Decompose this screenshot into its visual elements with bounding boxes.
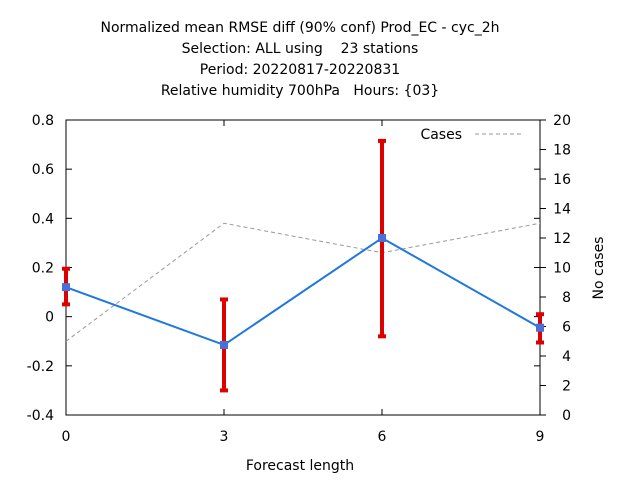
x-tick-label: 0 — [62, 429, 71, 445]
rmse-diff-point — [378, 234, 386, 242]
chart-title: Normalized mean RMSE diff (90% conf) Pro… — [0, 18, 600, 102]
y2-tick-label: 8 — [562, 290, 571, 306]
x-tick-label: 9 — [536, 429, 545, 445]
y2-tick-label: 12 — [553, 231, 571, 247]
rmse-diff-point — [62, 283, 70, 292]
legend-label-cases: Cases — [420, 127, 462, 143]
y-tick-label: 0.6 — [32, 162, 54, 178]
title-line-3: Period: 20220817-20220831 — [199, 62, 401, 78]
title-line-4: Relative humidity 700hPa Hours: {03} — [160, 83, 440, 99]
y2-tick-label: 10 — [553, 261, 571, 277]
x-axis-label: Forecast length — [246, 458, 354, 474]
y-tick-label: 0.8 — [32, 113, 54, 129]
y-tick-label: -0.4 — [27, 408, 54, 424]
y2-tick-label: 0 — [562, 408, 571, 424]
x-tick-label: 6 — [378, 429, 387, 445]
y2-tick-label: 6 — [562, 320, 571, 336]
x-tick-label: 3 — [220, 429, 229, 445]
y2-tick-label: 4 — [562, 349, 571, 365]
y-tick-label: -0.2 — [27, 359, 54, 375]
y2-tick-label: 2 — [562, 379, 571, 395]
y2-tick-label: 20 — [553, 113, 571, 129]
y-tick-label: 0.4 — [32, 211, 54, 227]
y2-tick-label: 16 — [553, 172, 571, 188]
plot-frame — [65, 119, 541, 416]
cases-series-line — [65, 222, 541, 342]
rmse-diff-point — [536, 323, 544, 332]
y2-axis-label: No cases — [591, 237, 607, 300]
rmse-diff-point — [220, 340, 228, 349]
title-line-1: Normalized mean RMSE diff (90% conf) Pro… — [100, 20, 500, 36]
y2-tick-label: 14 — [553, 202, 571, 218]
title-line-2: Selection: ALL using 23 stations — [181, 41, 419, 57]
y2-tick-label: 18 — [553, 143, 571, 159]
y-tick-label: 0 — [45, 310, 54, 326]
rmse-diff-series-line — [65, 236, 541, 347]
y-tick-label: 0.2 — [32, 261, 54, 277]
